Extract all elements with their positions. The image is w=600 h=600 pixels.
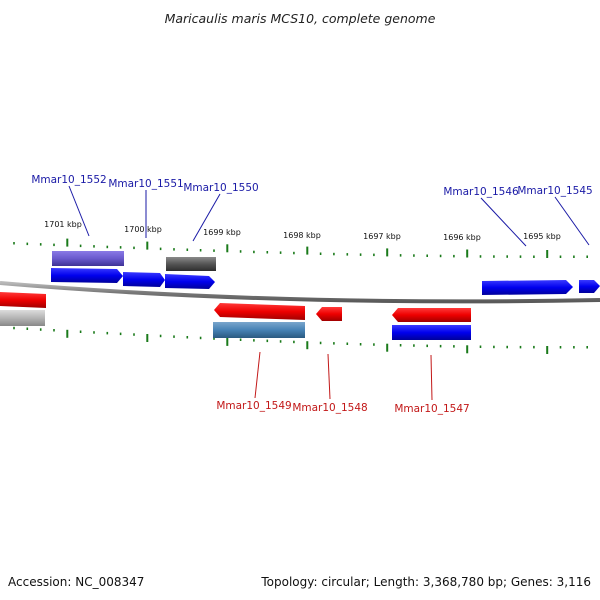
forward-gene-arrow[interactable] <box>123 272 165 287</box>
reverse-gene-arrow[interactable] <box>0 292 46 308</box>
tick-label-1701: 1701 kbp <box>44 220 82 229</box>
gene-feature-steel-blue[interactable] <box>213 322 305 338</box>
map-title: Maricaulis maris MCS10, complete genome <box>165 11 436 26</box>
gene-label-mmar10-1546[interactable]: Mmar10_1546 <box>443 186 519 198</box>
label-leader-line <box>192 193 221 242</box>
forward-gene-arrow[interactable] <box>579 280 600 293</box>
reverse-gene-arrow[interactable] <box>214 303 305 320</box>
outer-scale-ticks <box>13 238 589 258</box>
tick-label-1695: 1695 kbp <box>523 232 561 241</box>
gene-label-mmar10-1550[interactable]: Mmar10_1550 <box>183 182 258 194</box>
gene-label-mmar10-1548[interactable]: Mmar10_1548 <box>292 402 367 414</box>
gene-label-mmar10-1545[interactable]: Mmar10_1545 <box>517 185 592 197</box>
accession-text: Accession: NC_008347 <box>8 575 144 589</box>
tick-label-1699: 1699 kbp <box>203 228 241 237</box>
reverse-gene-arrow[interactable] <box>316 307 342 321</box>
gene-feature-purple[interactable] <box>52 251 124 266</box>
genome-summary-text: Topology: circular; Length: 3,368,780 bp… <box>260 575 591 589</box>
tick-label-1697: 1697 kbp <box>363 232 401 241</box>
gene-feature-blue[interactable] <box>392 325 471 340</box>
label-leader-line <box>430 354 433 401</box>
label-leader-line <box>480 197 527 247</box>
genome-backbone <box>0 281 600 304</box>
label-leader-line <box>68 185 90 237</box>
tick-label-1696: 1696 kbp <box>443 233 481 242</box>
gene-feature-dark-gray[interactable] <box>166 257 216 271</box>
gene-label-mmar10-1551[interactable]: Mmar10_1551 <box>108 178 183 190</box>
tick-label-1700: 1700 kbp <box>124 225 162 234</box>
label-leader-line <box>327 353 331 400</box>
tick-label-1698: 1698 kbp <box>283 231 321 240</box>
gene-label-mmar10-1552[interactable]: Mmar10_1552 <box>31 174 106 186</box>
reverse-gene-arrow[interactable] <box>392 308 471 322</box>
forward-gene-arrow[interactable] <box>51 268 123 283</box>
forward-gene-arrow[interactable] <box>165 274 215 289</box>
gene-feature-light-gray[interactable] <box>0 310 45 326</box>
gene-label-mmar10-1549[interactable]: Mmar10_1549 <box>216 400 291 412</box>
label-leader-line <box>554 196 590 246</box>
gene-label-mmar10-1547[interactable]: Mmar10_1547 <box>394 403 469 415</box>
label-leader-line <box>254 351 261 399</box>
forward-gene-arrow[interactable] <box>482 280 573 295</box>
